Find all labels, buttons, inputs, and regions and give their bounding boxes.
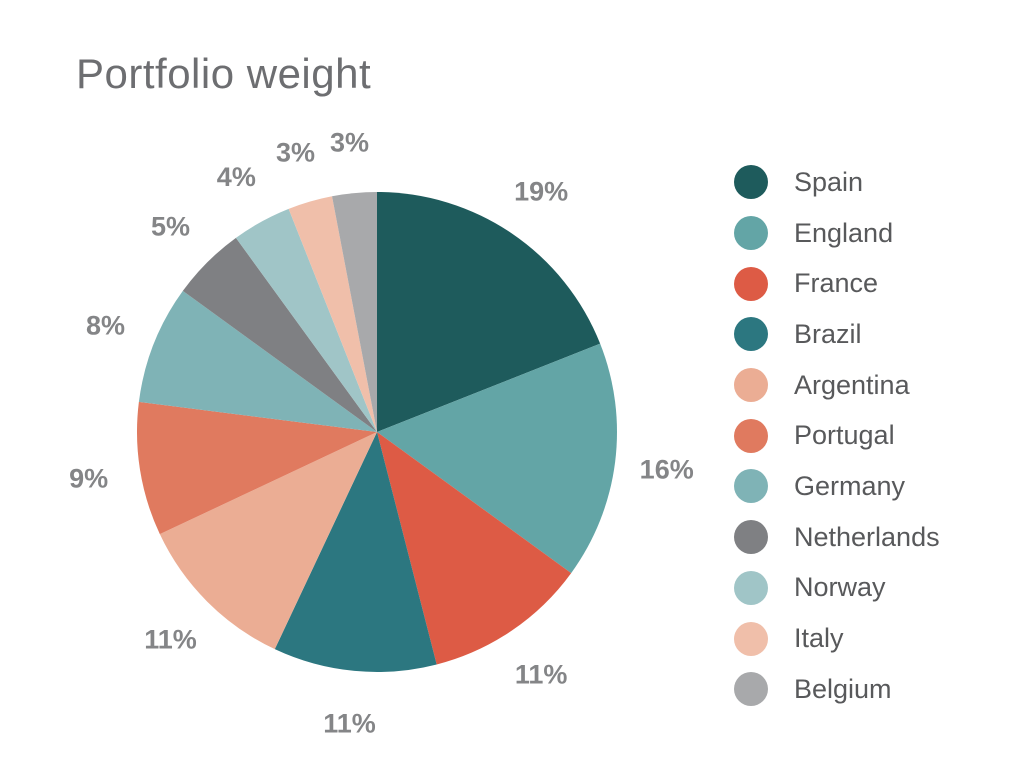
slice-label: 4% [217,162,256,192]
pie-slice-netherlands [182,237,377,432]
legend-label: Belgium [794,673,892,704]
legend-swatch-icon [734,368,768,403]
legend: Spain England France Brazil Argentina Portuga… [734,157,940,715]
pie-slice-italy [288,196,377,432]
legend-item-brazil: Brazil [734,309,940,360]
legend-label: France [794,268,879,299]
legend-label: Germany [794,470,906,501]
legend-swatch-icon [734,165,768,200]
pie-slice-norway [235,208,377,432]
legend-label: England [794,217,894,248]
legend-swatch-icon [734,317,768,352]
legend-item-portugal: Portugal [734,410,940,461]
slice-label: 8% [86,311,125,341]
legend-item-england: England [734,208,940,259]
slice-label: 11% [144,624,197,654]
legend-label: Spain [794,166,864,197]
legend-swatch-icon [734,469,768,504]
legend-item-germany: Germany [734,461,940,512]
slice-label: 3% [276,138,315,168]
pie-slice-belgium [332,192,377,432]
legend-item-italy: Italy [734,613,940,664]
legend-item-belgium: Belgium [734,664,940,715]
legend-swatch-icon [734,570,768,605]
legend-swatch-icon [734,672,768,707]
pie-slice-brazil [274,432,437,672]
legend-swatch-icon [734,418,768,453]
slice-label: 11% [515,660,568,690]
slice-label: 16% [640,455,694,485]
legend-swatch-icon [734,216,768,251]
legend-label: Portugal [794,420,895,451]
legend-item-norway: Norway [734,563,940,614]
legend-swatch-icon [734,621,768,656]
legend-label: Argentina [794,369,910,400]
slice-label: 19% [514,176,568,206]
slice-label: 5% [151,212,190,242]
slice-label: 3% [330,127,369,157]
legend-item-france: France [734,258,940,309]
legend-item-spain: Spain [734,157,940,208]
pie-slice-argentina [159,432,377,650]
slice-label: 9% [69,464,108,494]
pie-slice-france [377,432,572,665]
slice-label: 11% [323,709,376,739]
legend-item-argentina: Argentina [734,360,940,411]
legend-label: Norway [794,572,886,603]
legend-swatch-icon [734,520,768,555]
legend-label: Italy [794,623,844,654]
pie-slice-germany [138,290,377,432]
legend-label: Netherlands [794,521,940,552]
legend-swatch-icon [734,266,768,301]
pie-slice-spain [377,192,601,432]
pie-slice-england [377,343,618,574]
pie-slice-portugal [137,401,377,535]
chart-title: Portfolio weight [76,50,372,97]
legend-item-netherlands: Netherlands [734,512,940,563]
legend-label: Brazil [794,318,862,349]
